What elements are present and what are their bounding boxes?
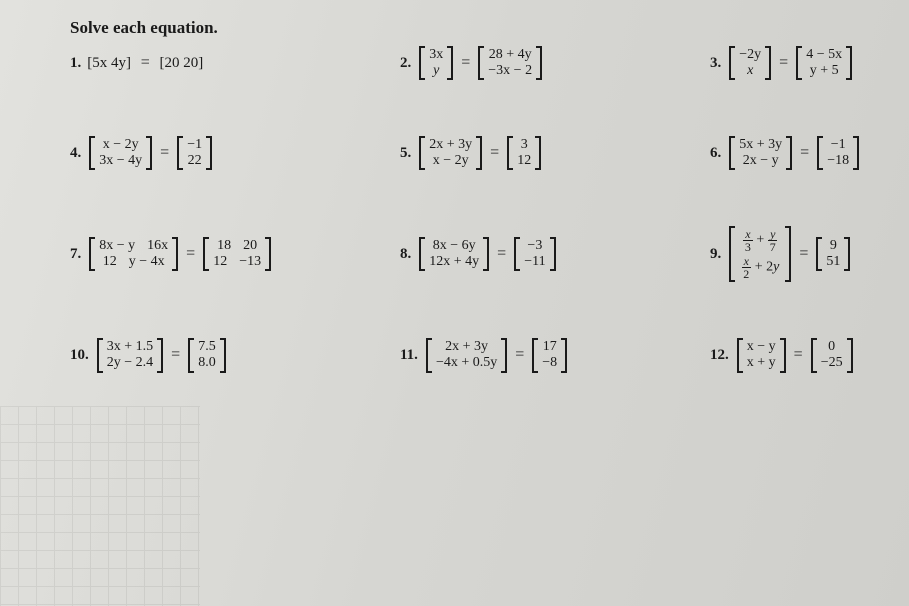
grid-watermark [0,406,200,606]
problem-1: 1. [5x 4y] = [20 20] [70,54,370,72]
problem-4: 4. x − 2y3x − 4y = −122 [70,136,370,170]
problem-row: 1. [5x 4y] = [20 20] 2. 3xy = 28 + 4y−3x… [70,46,879,80]
problem-row: 7. 8x − y16x 12y − 4x = 1820 12−13 8. 8x… [70,226,879,282]
problem-10: 10. 3x + 1.52y − 2.4 = 7.58.0 [70,338,370,372]
problem-6: 6. 5x + 3y2x − y = −1−18 [710,136,909,170]
section-heading: Solve each equation. [70,18,879,38]
problem-number: 1. [70,55,81,72]
problem-12: 12. x − yx + y = 0−25 [710,338,909,372]
problem-8: 8. 8x − 6y12x + 4y = −3−11 [400,237,680,271]
problem-number: 7. [70,246,81,263]
problem-11: 11. 2x + 3y−4x + 0.5y = 17−8 [400,338,680,372]
equals-sign: = [779,54,788,72]
equation-text: [5x 4y] = [20 20] [87,54,203,72]
problem-9: 9. x3 + y7 x2 + 2y = 951 [710,226,909,282]
problem-number: 9. [710,246,721,263]
problem-number: 10. [70,347,89,364]
matrix-lhs: −2yx [729,46,771,80]
problem-number: 12. [710,347,729,364]
matrix-rhs: 28 + 4y−3x − 2 [478,46,542,80]
problem-row: 4. x − 2y3x − 4y = −122 5. 2x + 3yx − 2y… [70,136,879,170]
worksheet-page: Solve each equation. 1. [5x 4y] = [20 20… [0,0,909,606]
problem-3: 3. −2yx = 4 − 5xy + 5 [710,46,909,80]
problem-5: 5. 2x + 3yx − 2y = 312 [400,136,680,170]
problem-number: 8. [400,246,411,263]
problem-number: 3. [710,55,721,72]
problem-row: 10. 3x + 1.52y − 2.4 = 7.58.0 11. 2x + 3… [70,338,879,372]
problem-7: 7. 8x − y16x 12y − 4x = 1820 12−13 [70,237,370,271]
problem-number: 11. [400,347,418,364]
matrix-lhs: 3xy [419,46,453,80]
matrix-rhs: 4 − 5xy + 5 [796,46,852,80]
problem-number: 2. [400,55,411,72]
problem-2: 2. 3xy = 28 + 4y−3x − 2 [400,46,680,80]
problem-number: 4. [70,145,81,162]
problem-number: 5. [400,145,411,162]
equals-sign: = [461,54,470,72]
problem-number: 6. [710,145,721,162]
